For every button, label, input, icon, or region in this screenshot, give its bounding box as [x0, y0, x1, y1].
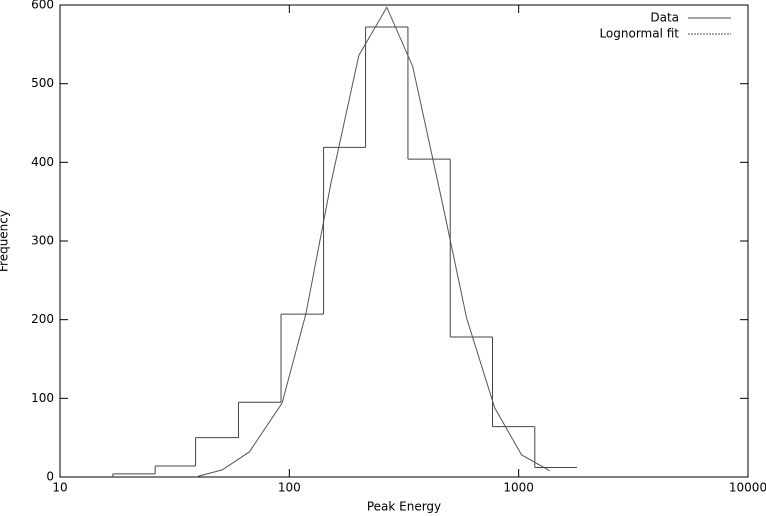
y-tick-label: 100 — [31, 391, 54, 405]
x-tick-label: 100 — [278, 481, 301, 495]
x-tick-label: 1000 — [503, 481, 534, 495]
y-tick-label: 300 — [31, 234, 54, 248]
legend-label: Lognormal fit — [599, 27, 679, 41]
y-tick-label: 200 — [31, 312, 54, 326]
x-tick-label: 10 — [52, 481, 67, 495]
plot-frame — [59, 4, 749, 478]
y-tick-label: 500 — [31, 76, 54, 90]
x-axis-label: Peak Energy — [367, 500, 441, 514]
y-axis-label: Frequency — [0, 210, 11, 272]
fit-line — [197, 6, 550, 477]
y-tick-label: 400 — [31, 155, 54, 169]
y-tick-label: 0 — [46, 470, 54, 484]
x-tick-label: 10000 — [729, 481, 766, 495]
y-tick-label: 600 — [31, 0, 54, 12]
legend-label: Data — [650, 11, 679, 25]
